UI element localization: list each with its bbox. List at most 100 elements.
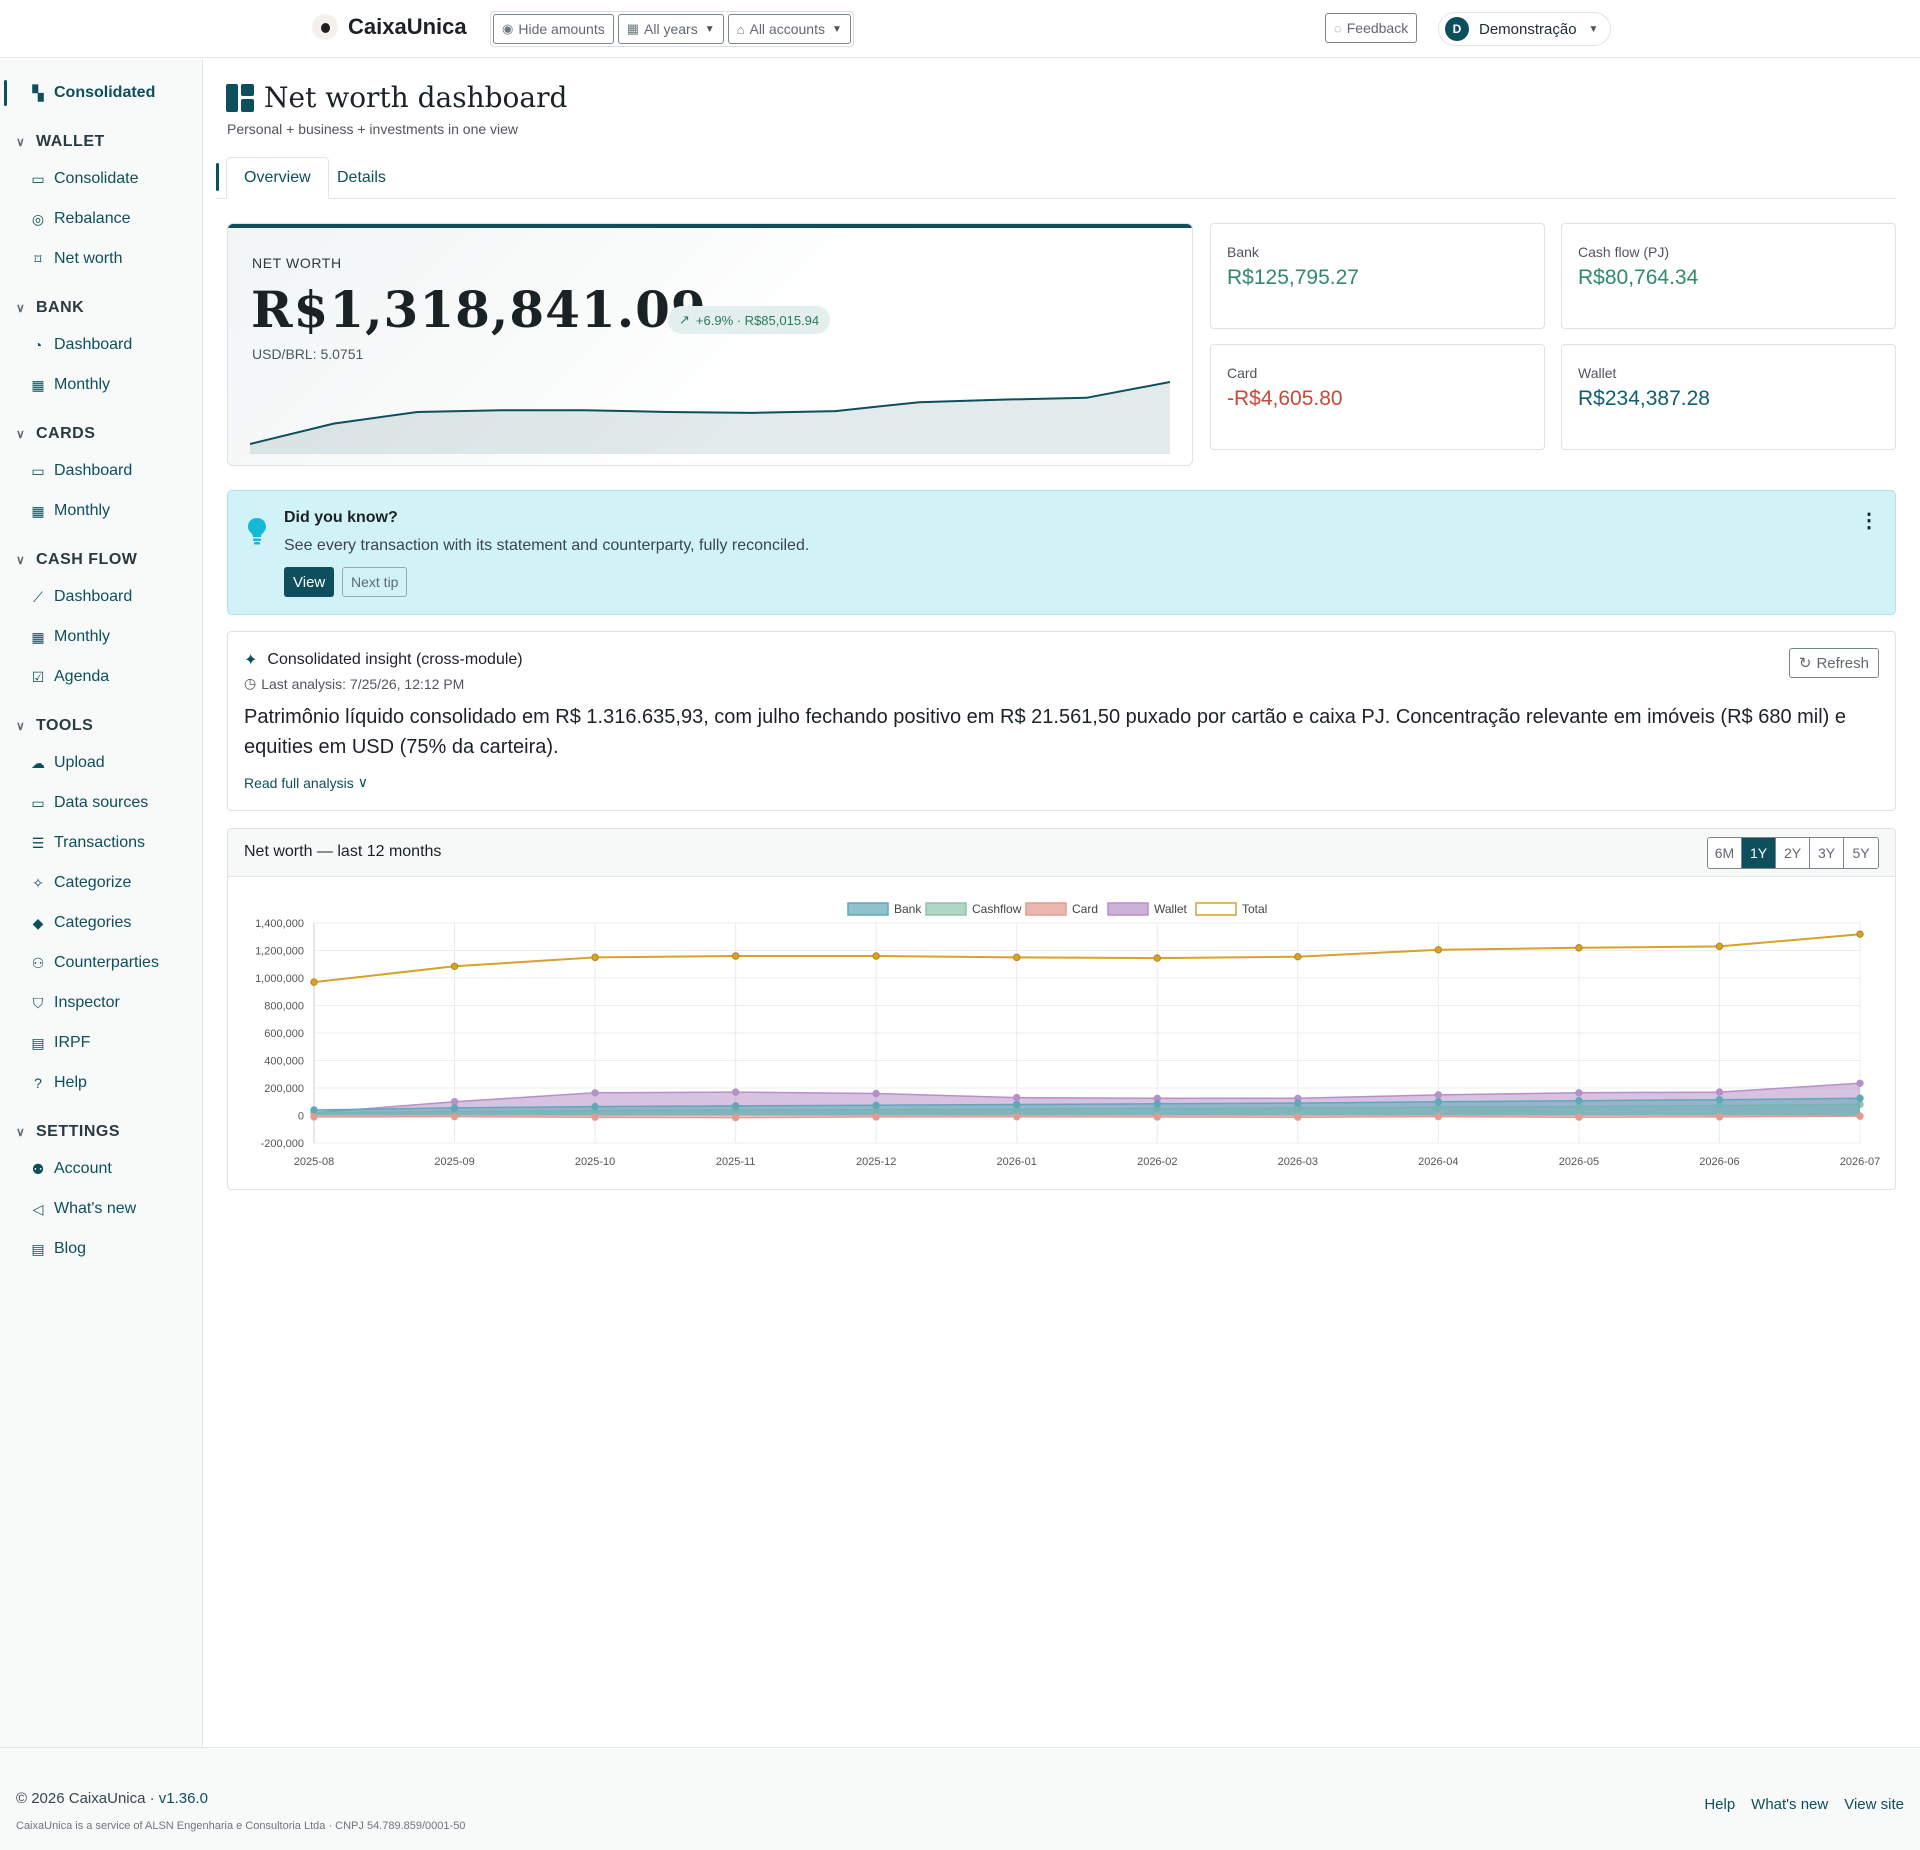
data-point-total[interactable] — [1575, 944, 1583, 952]
kebab-menu-icon[interactable]: ⋮ — [1859, 510, 1879, 532]
sidebar-item-cards-dashboard[interactable]: ▭ Dashboard — [30, 457, 132, 485]
data-point-wallet[interactable] — [1575, 1089, 1583, 1097]
data-point-bank[interactable] — [731, 1102, 740, 1110]
footer-link-whats-new[interactable]: What's new — [1751, 1796, 1829, 1813]
legend-label-wallet[interactable]: Wallet — [1154, 902, 1188, 916]
sidebar-section-cards[interactable]: ∨ CARDS — [16, 422, 95, 446]
data-point-card[interactable] — [310, 1113, 318, 1121]
data-point-bank[interactable] — [1153, 1100, 1161, 1108]
all-years-dropdown[interactable]: ▦ All years ▼ — [617, 14, 724, 44]
read-full-analysis-link[interactable]: Read full analysis ∨ — [244, 774, 368, 791]
data-point-bank[interactable] — [1856, 1094, 1864, 1102]
data-point-total[interactable] — [591, 953, 599, 962]
sidebar-item-categorize[interactable]: ✧ Categorize — [30, 869, 131, 897]
data-point-card[interactable] — [1013, 1113, 1021, 1121]
range-button-5y[interactable]: 5Y — [1844, 838, 1878, 868]
hide-amounts-button[interactable]: ◉ Hide amounts — [493, 14, 614, 44]
data-point-card[interactable] — [1434, 1112, 1443, 1121]
sidebar-item-cashflow-monthly[interactable]: ▦ Monthly — [30, 623, 110, 651]
all-accounts-dropdown[interactable]: ⌂ All accounts ▼ — [727, 14, 851, 44]
data-point-bank[interactable] — [1434, 1098, 1443, 1106]
data-point-total[interactable] — [1434, 946, 1443, 954]
data-point-total[interactable] — [1013, 953, 1021, 962]
sidebar-item-blog[interactable]: ▤ Blog — [30, 1235, 86, 1263]
data-point-wallet[interactable] — [731, 1088, 740, 1096]
data-point-wallet[interactable] — [1715, 1088, 1724, 1096]
refresh-button[interactable]: ↻ Refresh — [1788, 648, 1879, 678]
footer-link-view-site[interactable]: View site — [1844, 1796, 1904, 1813]
data-point-bank[interactable] — [591, 1102, 599, 1111]
sidebar-item-net-worth[interactable]: ⌑ Net worth — [30, 245, 122, 273]
sidebar-item-consolidated[interactable]: ▚ Consolidated — [30, 79, 156, 107]
sidebar-item-consolidate[interactable]: ▭ Consolidate — [30, 165, 138, 193]
kpi-card-bank[interactable]: Bank R$125,795.27 — [1210, 223, 1545, 329]
sidebar-item-help[interactable]: ? Help — [30, 1069, 87, 1097]
legend-swatch-bank[interactable] — [847, 902, 889, 916]
data-point-wallet[interactable] — [591, 1089, 599, 1097]
legend-swatch-total[interactable] — [1195, 902, 1237, 916]
data-point-bank[interactable] — [310, 1106, 318, 1114]
sidebar-section-settings[interactable]: ∨ SETTINGS — [16, 1120, 120, 1144]
sidebar-item-counterparties[interactable]: ⚇ Counterparties — [30, 949, 159, 977]
data-point-card[interactable] — [731, 1113, 740, 1122]
data-point-card[interactable] — [1294, 1113, 1302, 1121]
data-point-total[interactable] — [872, 952, 880, 960]
range-button-1y[interactable]: 1Y — [1742, 838, 1776, 868]
data-point-wallet[interactable] — [1013, 1093, 1021, 1102]
legend-swatch-card[interactable] — [1025, 902, 1067, 916]
sidebar-item-data-sources[interactable]: ▭ Data sources — [30, 789, 148, 817]
footer-link-help[interactable]: Help — [1704, 1796, 1736, 1813]
sidebar-item-agenda[interactable]: ☑ Agenda — [30, 663, 109, 691]
data-point-wallet[interactable] — [1434, 1091, 1443, 1099]
tab-details[interactable]: Details — [337, 169, 386, 186]
range-button-2y[interactable]: 2Y — [1776, 838, 1810, 868]
data-point-total[interactable] — [731, 952, 740, 960]
data-point-total[interactable] — [1153, 954, 1161, 962]
legend-swatch-wallet[interactable] — [1107, 902, 1149, 916]
data-point-bank[interactable] — [872, 1101, 880, 1109]
sidebar-item-irpf[interactable]: ▤ IRPF — [30, 1029, 90, 1057]
legend-label-bank[interactable]: Bank — [894, 902, 922, 916]
kpi-card-wallet[interactable]: Wallet R$234,387.28 — [1561, 344, 1896, 450]
data-point-wallet[interactable] — [450, 1098, 459, 1106]
sidebar-item-categories[interactable]: ◆ Categories — [30, 909, 132, 937]
footer-version[interactable]: v1.36.0 — [158, 1790, 209, 1807]
legend-label-card[interactable]: Card — [1072, 902, 1098, 916]
data-point-bank[interactable] — [1575, 1096, 1583, 1105]
data-point-total[interactable] — [1294, 952, 1302, 961]
range-button-6m[interactable]: 6M — [1708, 838, 1742, 868]
sidebar-item-inspector[interactable]: ⛉ Inspector — [30, 989, 120, 1017]
sidebar-section-bank[interactable]: ∨ BANK — [16, 296, 84, 320]
sidebar-item-bank-monthly[interactable]: ▦ Monthly — [30, 371, 110, 399]
tab-overview[interactable]: Overview — [226, 157, 329, 199]
legend-swatch-cashflow[interactable] — [925, 902, 967, 916]
data-point-card[interactable] — [591, 1113, 599, 1121]
data-point-bank[interactable] — [1715, 1095, 1724, 1104]
data-point-card[interactable] — [450, 1112, 459, 1121]
brand[interactable]: CaixaUnica — [312, 14, 467, 40]
data-point-wallet[interactable] — [872, 1089, 880, 1098]
data-point-total[interactable] — [1856, 930, 1864, 938]
sidebar-item-account[interactable]: ⚉ Account — [30, 1155, 112, 1183]
data-point-total[interactable] — [1715, 942, 1724, 951]
sidebar-section-tools[interactable]: ∨ TOOLS — [16, 714, 93, 738]
data-point-card[interactable] — [1856, 1112, 1864, 1120]
data-point-wallet[interactable] — [1856, 1079, 1864, 1087]
kpi-card-cash-flow[interactable]: Cash flow (PJ) R$80,764.34 — [1561, 223, 1896, 329]
sidebar-item-cards-monthly[interactable]: ▦ Monthly — [30, 497, 110, 525]
data-point-bank[interactable] — [1294, 1099, 1302, 1107]
legend-label-cashflow[interactable]: Cashflow — [972, 902, 1022, 916]
data-point-bank[interactable] — [1013, 1100, 1021, 1109]
data-point-total[interactable] — [310, 978, 318, 986]
sidebar-item-cashflow-dashboard[interactable]: ⟋ Dashboard — [30, 583, 132, 611]
feedback-button[interactable]: ◌ Feedback — [1325, 13, 1418, 43]
sidebar-section-wallet[interactable]: ∨ WALLET — [16, 130, 105, 154]
data-point-card[interactable] — [1575, 1113, 1583, 1121]
data-point-card[interactable] — [872, 1113, 880, 1121]
tip-view-button[interactable]: View — [284, 567, 335, 597]
sidebar-item-whats-new[interactable]: ◁ What's new — [30, 1195, 137, 1223]
data-point-bank[interactable] — [450, 1104, 459, 1112]
data-point-card[interactable] — [1715, 1113, 1724, 1121]
sidebar-item-bank-dashboard[interactable]: ◔ Dashboard — [30, 331, 133, 359]
sidebar-section-cash-flow[interactable]: ∨ CASH FLOW — [16, 548, 137, 572]
